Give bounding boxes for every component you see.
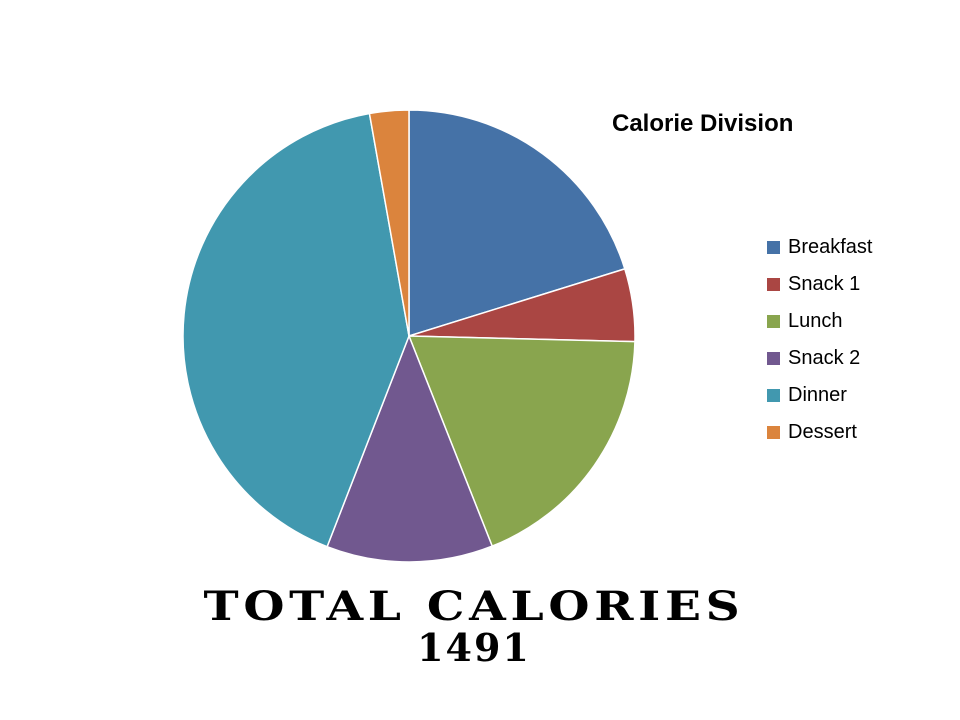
chart-title: Calorie Division: [612, 110, 794, 137]
legend-swatch-lunch: [767, 315, 780, 328]
pie-slice-breakfast: [408, 109, 626, 337]
legend-swatch-dessert: [767, 426, 780, 439]
legend-item-snack-2: Snack 2: [767, 340, 872, 377]
pie-slice-lunch: [408, 335, 636, 547]
legend-label-lunch: Lunch: [788, 310, 843, 332]
chart-legend: Breakfast Snack 1 Lunch Snack 2 Dinner Desser…: [767, 229, 872, 451]
pie-slice-snack-2: [326, 335, 493, 563]
legend-swatch-dinner: [767, 389, 780, 402]
legend-swatch-snack-2: [767, 352, 780, 365]
pie-slice-dessert: [368, 109, 410, 337]
total-calories-value: 1491: [417, 625, 531, 670]
legend-swatch-breakfast: [767, 241, 780, 254]
legend-label-snack-2: Snack 2: [788, 347, 861, 369]
legend-label-dessert: Dessert: [788, 421, 857, 443]
legend-item-breakfast: Breakfast: [767, 229, 872, 266]
legend-item-lunch: Lunch: [767, 303, 872, 340]
legend-label-dinner: Dinner: [788, 384, 847, 406]
total-calories-label: TOTAL CALORIES: [203, 583, 745, 630]
pie-slice-dinner: [182, 112, 410, 548]
legend-item-dessert: Dessert: [767, 414, 872, 451]
total-calories-block: TOTAL CALORIES 1491: [0, 586, 948, 668]
legend-label-snack-1: Snack 1: [788, 273, 861, 295]
legend-item-dinner: Dinner: [767, 377, 872, 414]
legend-label-breakfast: Breakfast: [788, 236, 873, 258]
legend-item-snack-1: Snack 1: [767, 266, 872, 303]
legend-swatch-snack-1: [767, 278, 780, 291]
